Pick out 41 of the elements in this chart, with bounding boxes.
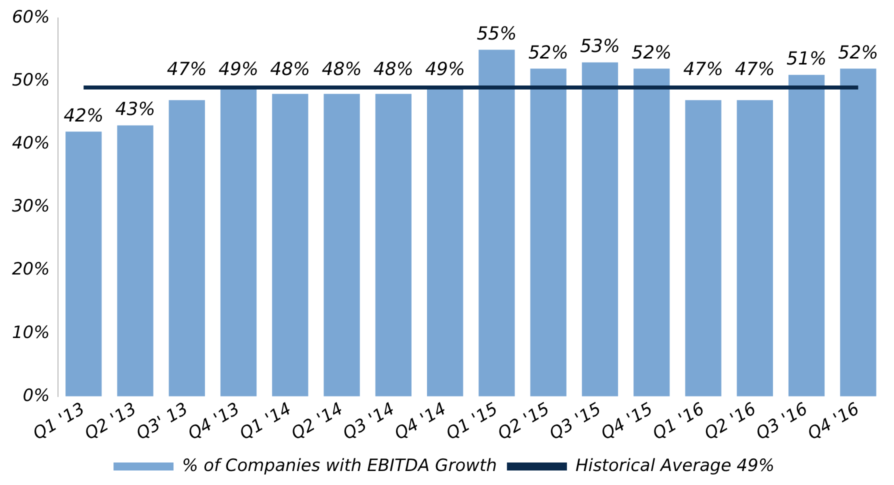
data-label: 51%	[786, 48, 827, 70]
data-label: 48%	[270, 59, 310, 80]
data-label: 52%	[528, 42, 568, 64]
data-label: 49%	[425, 59, 466, 80]
bar	[375, 94, 412, 396]
data-label: 48%	[322, 59, 362, 80]
data-label: 47%	[683, 59, 724, 80]
bar	[685, 100, 722, 396]
bar	[478, 50, 515, 396]
legend-label: % of Companies with EBITDA Growth	[182, 456, 497, 476]
bar	[582, 62, 618, 396]
data-label: 43%	[115, 99, 156, 120]
bar	[168, 100, 205, 396]
legend-label: Historical Average 49%	[575, 456, 774, 476]
bar	[530, 68, 566, 396]
bar	[736, 100, 773, 396]
bar	[272, 94, 308, 396]
data-label: 55%	[476, 23, 517, 44]
data-label: 52%	[632, 42, 672, 64]
bar	[220, 88, 257, 396]
y-tick-label: 60%	[12, 8, 50, 28]
bar	[324, 94, 360, 396]
bar	[66, 132, 102, 396]
y-tick-label: 30%	[12, 196, 50, 217]
bar	[840, 68, 876, 396]
bar	[117, 125, 154, 396]
y-tick-label: 40%	[12, 134, 50, 154]
y-tick-label: 0%	[22, 386, 50, 406]
data-label: 47%	[166, 59, 207, 80]
y-tick-label: 10%	[12, 322, 50, 343]
bar	[634, 68, 670, 396]
bar	[427, 88, 464, 396]
data-label: 48%	[373, 59, 414, 80]
y-tick-label: 50%	[12, 70, 50, 91]
data-label: 49%	[218, 59, 259, 80]
data-label: 52%	[838, 42, 878, 64]
bar	[788, 74, 825, 396]
data-label: 47%	[734, 59, 775, 80]
data-label: 53%	[580, 36, 620, 57]
data-label: 42%	[64, 105, 104, 126]
y-tick-label: 20%	[12, 260, 50, 280]
